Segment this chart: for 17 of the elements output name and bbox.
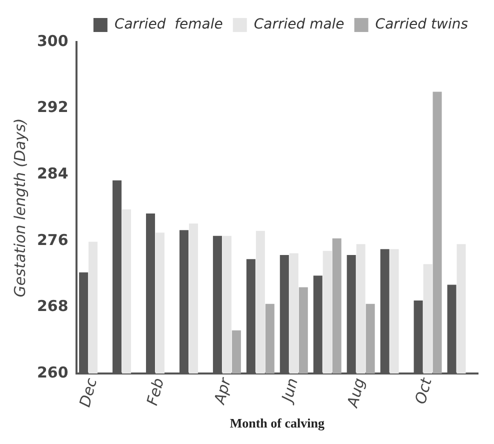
y-tick-label: 276 — [37, 230, 68, 249]
y-tick-label: 260 — [37, 363, 68, 382]
x-axis-title: Month of calving — [230, 416, 325, 431]
y-tick-label: 292 — [37, 98, 68, 116]
y-axis-title: Gestation length (Days) — [10, 118, 29, 298]
y-tick-label: 300 — [37, 32, 68, 50]
x-tick-label: Aug — [343, 376, 368, 410]
legend-label: Carried twins — [375, 16, 468, 33]
legend-label: Carried male — [254, 16, 344, 33]
y-tick-label: 284 — [37, 164, 68, 182]
x-tick-label: Jun — [277, 376, 302, 406]
x-tick-label: Feb — [143, 376, 168, 408]
y-tick-label: 268 — [37, 297, 68, 316]
x-tick-label: Oct — [411, 375, 436, 406]
legend-label: Carried female — [114, 16, 223, 33]
x-tick-label: Dec — [76, 375, 101, 409]
x-tick-label: Apr — [210, 375, 235, 407]
